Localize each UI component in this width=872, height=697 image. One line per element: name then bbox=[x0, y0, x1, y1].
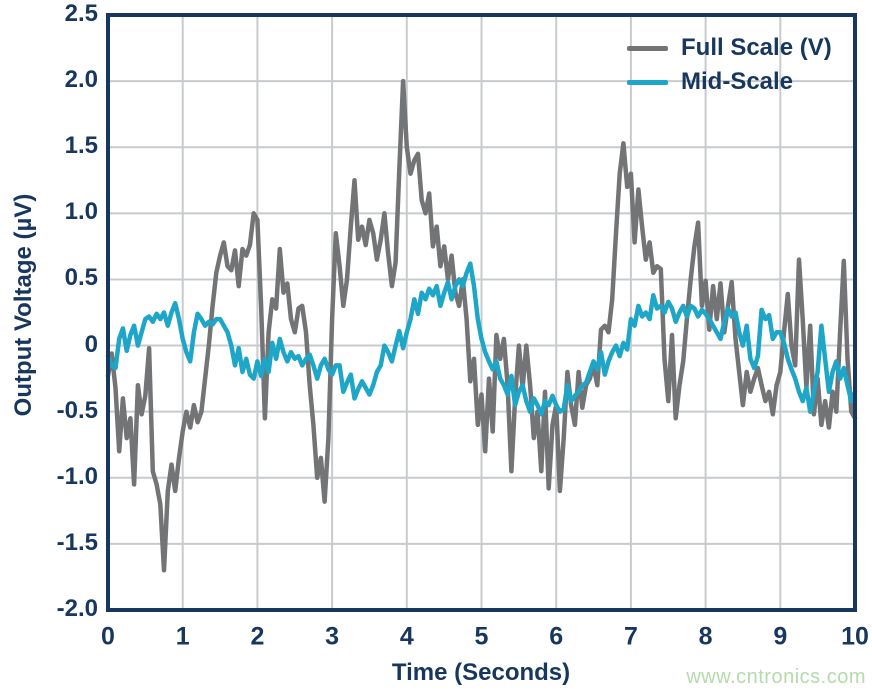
legend-label-mid-scale: Mid-Scale bbox=[681, 68, 794, 95]
x-tick-label: 9 bbox=[773, 622, 788, 651]
legend-label-full-scale: Full Scale (V) bbox=[681, 34, 832, 61]
legend-row-mid-scale: Mid-Scale bbox=[627, 65, 832, 99]
x-tick-label: 2 bbox=[250, 622, 265, 651]
x-tick-label: 1 bbox=[175, 622, 190, 651]
y-tick-label: 1.5 bbox=[64, 132, 98, 160]
legend: Full Scale (V) Mid-Scale bbox=[627, 31, 832, 99]
x-tick-label: 8 bbox=[698, 622, 713, 651]
x-tick-label: 6 bbox=[549, 622, 564, 651]
full-scale-trace bbox=[105, 78, 858, 573]
y-tick-label: 0.5 bbox=[64, 264, 98, 292]
y-tick-label: 2.5 bbox=[64, 0, 98, 27]
mid-scale-trace bbox=[105, 261, 858, 417]
y-axis-title: Output Voltage (µV) bbox=[10, 193, 37, 417]
x-axis-title: Time (Seconds) bbox=[391, 659, 571, 686]
y-tick-label: -1.0 bbox=[56, 462, 98, 490]
y-tick-label: -1.5 bbox=[56, 528, 98, 556]
plot-border bbox=[106, 13, 857, 612]
y-tick-label: -2.0 bbox=[56, 594, 98, 622]
full-scale-line-swatch bbox=[627, 45, 668, 51]
x-tick-label: 0 bbox=[101, 622, 115, 651]
y-tick-label: -0.5 bbox=[56, 396, 98, 424]
y-tick-label: 1.0 bbox=[64, 198, 98, 226]
gridlines bbox=[108, 15, 855, 610]
x-tick-label: 7 bbox=[623, 622, 638, 651]
x-tick-label: 3 bbox=[325, 622, 340, 651]
x-tick-label: 10 bbox=[841, 622, 869, 651]
x-tick-label: 4 bbox=[399, 622, 414, 651]
mid-scale-line-swatch bbox=[627, 79, 668, 85]
legend-row-full-scale: Full Scale (V) bbox=[627, 31, 832, 65]
watermark-text: www.cntronics.com bbox=[686, 666, 866, 688]
y-tick-label: 2.0 bbox=[64, 65, 98, 93]
x-tick-label: 5 bbox=[474, 622, 489, 651]
y-tick-label: 0 bbox=[84, 330, 98, 358]
